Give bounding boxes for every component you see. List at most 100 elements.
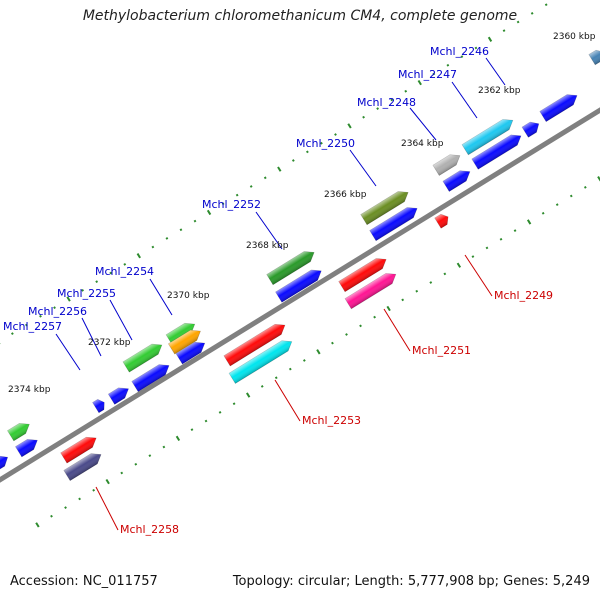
leader-line (274, 379, 301, 422)
gene-feature (344, 273, 397, 310)
gene-feature (175, 341, 206, 365)
tick-mark (193, 219, 197, 223)
gene-arrow-shade (471, 134, 521, 170)
gene-feature (107, 387, 129, 405)
tick-mark (218, 410, 222, 414)
gene-feature (442, 170, 471, 192)
tick-mark (136, 253, 141, 259)
gene-arrow-shade (369, 207, 418, 241)
gene-arrow-shade (15, 439, 38, 457)
tick-mark (95, 280, 99, 284)
tick-mark (105, 478, 110, 485)
gene-label[interactable]: Mchl_2254 (95, 265, 154, 278)
length-value: 5,777,908 bp (407, 574, 495, 589)
gene-feature (432, 154, 461, 176)
tick-mark (277, 166, 282, 172)
gene-arrow-shade (176, 342, 205, 364)
tick-mark (359, 324, 362, 328)
accession-info: Accession: NC_011757 (10, 574, 158, 589)
tick-mark (235, 193, 239, 197)
gene-label[interactable]: Mchl_2250 (296, 137, 355, 150)
gene-feature (63, 453, 102, 482)
tick-mark (456, 262, 462, 268)
tick-mark (263, 176, 267, 180)
tick-mark (206, 209, 212, 216)
tick-mark (35, 522, 40, 528)
tick-mark (541, 211, 545, 215)
tick-mark (64, 506, 67, 509)
kbp-label: 2374 kbp (8, 385, 51, 395)
gene-label[interactable]: Mchl_2247 (398, 68, 457, 81)
tick-mark (460, 55, 464, 59)
gene-arrow-shade (166, 323, 195, 345)
gene-label[interactable]: Mchl_2252 (202, 198, 261, 211)
gene-label[interactable]: Mchl_2258 (120, 523, 179, 536)
leader-line (55, 333, 81, 371)
leader-line (485, 57, 506, 86)
tick-mark (446, 63, 450, 67)
tick-mark (162, 445, 166, 449)
tick-mark (487, 36, 493, 42)
gene-feature (266, 251, 315, 286)
gene-arrow-shade (539, 94, 578, 122)
leader-line (451, 81, 478, 119)
gene-arrow-shade (275, 269, 322, 303)
gene-label[interactable]: Mchl_2256 (28, 305, 87, 318)
accession-value: NC_011757 (82, 574, 158, 589)
gene-label[interactable]: Mchl_2255 (57, 287, 116, 300)
gene-feature (7, 423, 30, 442)
gene-feature (223, 323, 286, 367)
leader-line (81, 317, 102, 357)
kbp-label: 2364 kbp (401, 139, 444, 149)
gene-labels: Mchl_2246 Mchl_2247 Mchl_2248 Mchl_2249 Mchl… (3, 45, 553, 536)
genome-backbone (0, 107, 600, 483)
kbp-label: 2362 kbp (478, 86, 521, 96)
gene-feature (338, 258, 387, 293)
leader-line (95, 486, 119, 531)
gene-arrow-shade (432, 154, 460, 176)
tick-mark (175, 435, 181, 441)
tick-mark (597, 176, 600, 182)
tick-mark (120, 471, 124, 475)
tick-mark (221, 202, 225, 206)
gene-feature (521, 121, 540, 138)
tick-mark (25, 323, 28, 327)
gene-arrow-shade (168, 330, 201, 355)
gene-feature (369, 207, 418, 242)
tick-mark (165, 237, 169, 240)
gene-arrow-shade (360, 191, 409, 225)
gene-feature (15, 439, 38, 458)
gene-feature (434, 213, 449, 229)
gene-label[interactable]: Mchl_2257 (3, 320, 62, 333)
tick-mark (246, 392, 251, 398)
gene-arrow-shade (345, 273, 396, 309)
tick-mark (513, 229, 517, 232)
gene-label[interactable]: Mchl_2248 (357, 96, 416, 109)
kbp-label: 2366 kbp (324, 190, 367, 200)
gene-arrow-shade (0, 455, 8, 472)
kbp-label: 2360 kbp (553, 32, 596, 42)
length-label: Length: (354, 574, 404, 589)
gene-label[interactable]: Mchl_2249 (494, 289, 553, 302)
tick-mark (376, 107, 380, 110)
tick-mark (151, 245, 155, 249)
tick-mark (471, 255, 475, 258)
gene-arrow-shade (229, 340, 292, 384)
genes-label: Genes: (503, 574, 549, 589)
gene-arrow-shade (92, 399, 105, 413)
tick-mark (232, 402, 236, 406)
tick-mark (53, 306, 56, 310)
genome-summary: Topology: circular; Length: 5,777,908 bp… (232, 574, 590, 589)
gene-arrow-shade (63, 453, 102, 481)
tick-mark (123, 262, 127, 266)
tick-mark (526, 219, 532, 225)
gene-label[interactable]: Mchl_2253 (302, 414, 361, 427)
tick-mark (417, 79, 422, 86)
gene-feature (228, 340, 293, 384)
gene-label[interactable]: Mchl_2246 (430, 45, 489, 58)
gene-feature (60, 436, 97, 464)
gene-feature (275, 269, 322, 303)
tick-mark (179, 228, 183, 232)
gene-arrow-shade (223, 324, 285, 366)
gene-label[interactable]: Mchl_2251 (412, 344, 471, 357)
